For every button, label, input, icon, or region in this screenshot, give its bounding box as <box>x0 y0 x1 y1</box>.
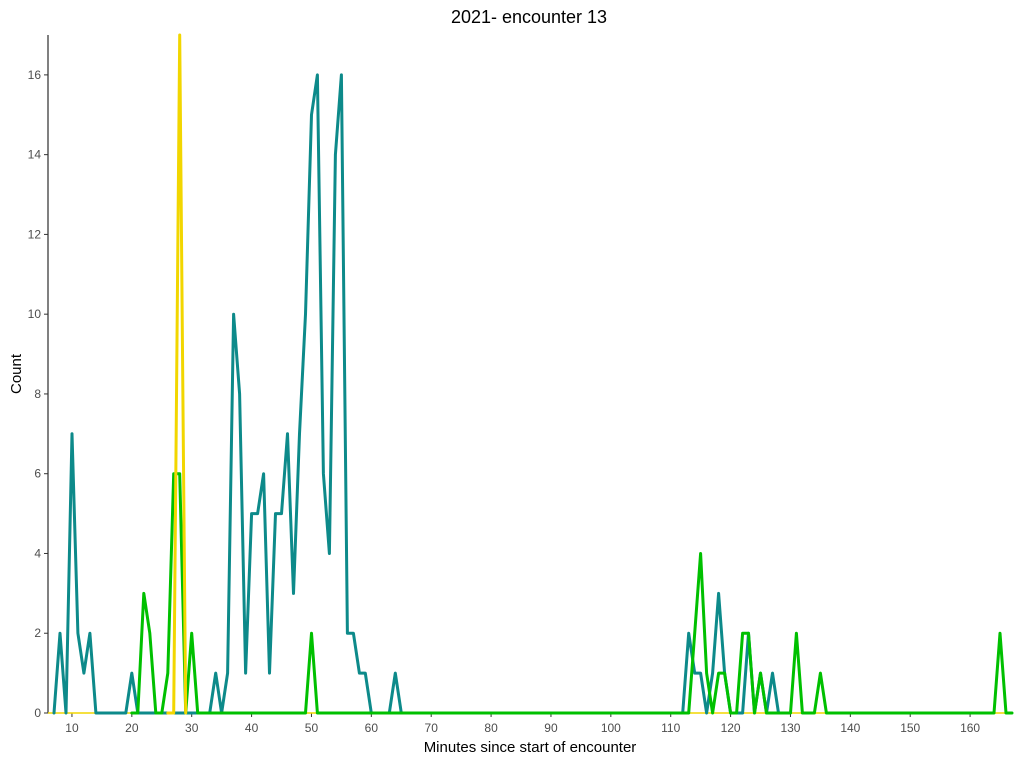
y-axis-ticks: 0 2 4 6 8 10 12 14 16 <box>28 68 48 720</box>
x-tick-label: 160 <box>960 721 980 735</box>
x-tick-label: 120 <box>721 721 741 735</box>
series-layer <box>48 35 1012 713</box>
x-tick-label: 130 <box>780 721 800 735</box>
x-tick-label: 50 <box>305 721 319 735</box>
y-axis-title: Count <box>8 353 25 394</box>
x-tick-label: 80 <box>484 721 498 735</box>
y-tick-label: 6 <box>34 467 41 481</box>
x-tick-label: 60 <box>365 721 379 735</box>
x-tick-label: 90 <box>544 721 558 735</box>
x-tick-label: 20 <box>125 721 139 735</box>
y-tick-label: 0 <box>34 706 41 720</box>
x-tick-label: 110 <box>661 721 680 735</box>
series-line-0 <box>54 75 779 713</box>
y-tick-label: 2 <box>34 626 41 640</box>
y-tick-label: 8 <box>34 387 41 401</box>
chart-title: 2021- encounter 13 <box>451 7 607 27</box>
x-tick-label: 140 <box>840 721 860 735</box>
y-tick-label: 10 <box>28 307 42 321</box>
y-tick-label: 4 <box>34 546 41 560</box>
x-tick-label: 40 <box>245 721 259 735</box>
x-tick-label: 30 <box>185 721 199 735</box>
y-tick-label: 12 <box>28 227 42 241</box>
x-tick-label: 150 <box>900 721 920 735</box>
x-tick-label: 100 <box>601 721 621 735</box>
x-axis-ticks: 10 20 30 40 50 60 70 80 90 100 110 120 130 140 150 160 <box>65 713 980 735</box>
x-axis-title: Minutes since start of encounter <box>424 739 637 756</box>
y-tick-label: 16 <box>28 68 42 82</box>
x-tick-label: 70 <box>425 721 439 735</box>
x-tick-label: 10 <box>65 721 79 735</box>
y-tick-label: 14 <box>28 148 42 162</box>
